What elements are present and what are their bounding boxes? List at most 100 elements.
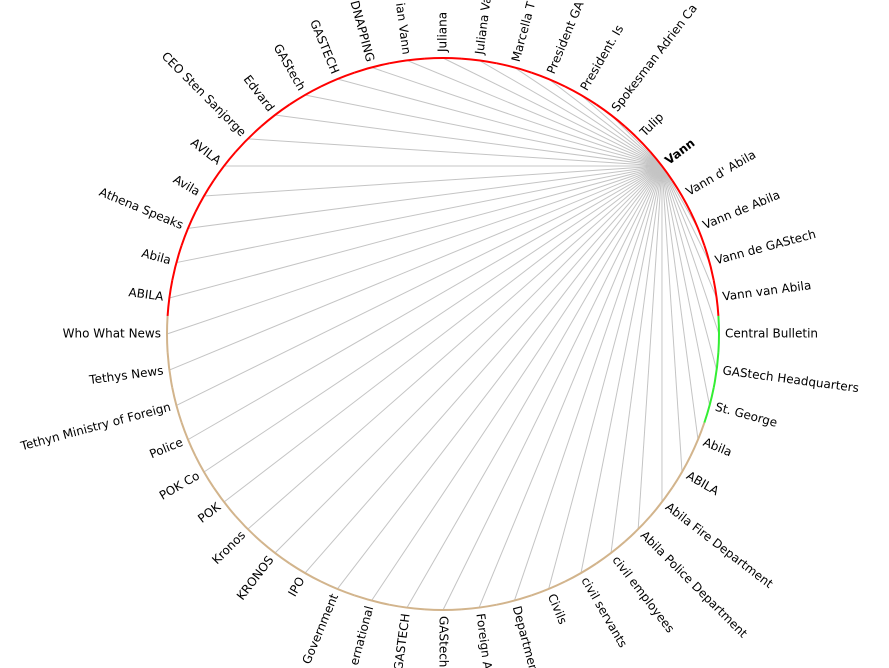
- link-gastech: [337, 78, 663, 167]
- node-label-vann-de-gastech[interactable]: Vann de GAStech: [713, 227, 817, 267]
- node-label-tulip[interactable]: Tulip: [636, 110, 666, 140]
- arc-segment-tethyn-ministry-of-foreign: [171, 387, 183, 424]
- node-label-vann-van-abila[interactable]: Vann van Abila: [722, 278, 812, 304]
- node-label-who-what-news[interactable]: Who What News: [63, 327, 161, 341]
- arc-segment-abila: [671, 455, 692, 488]
- arc-segment-ceo-sten-sanjorge: [234, 125, 262, 153]
- node-label-spokesman-adrien-ca[interactable]: Spokesman Adrien Ca: [609, 1, 700, 114]
- node-label-president-ga[interactable]: President GA: [544, 0, 587, 76]
- link-gastech: [304, 94, 663, 167]
- node-label-gastech[interactable]: GAStech: [437, 616, 451, 667]
- node-label-ernational[interactable]: ernational: [347, 604, 376, 666]
- arc-segment-abila: [166, 279, 174, 317]
- node-label-gastech-headquarters[interactable]: GAStech Headquarters: [722, 363, 860, 395]
- node-label-pok-co[interactable]: POK Co: [157, 469, 202, 503]
- node-label-ian-vann[interactable]: ian Vann: [393, 2, 414, 55]
- arc-segment-abila-fire-department: [649, 486, 674, 517]
- arc-segment-civil-servants: [564, 562, 597, 583]
- arc-segment-ian-vann: [388, 57, 426, 65]
- node-label-civil-servants[interactable]: civil servants: [578, 574, 630, 650]
- node-label-juliana-va[interactable]: Juliana Va: [472, 0, 494, 56]
- arc-segment-ernational: [353, 594, 390, 606]
- node-label-vann[interactable]: Vann: [662, 136, 697, 168]
- node-label-kronos[interactable]: KRONOS: [234, 553, 277, 603]
- node-labels: Juliana Juliana Va Marcella T President GAP…: [18, 0, 860, 668]
- arc-segment-abila-police-department: [624, 515, 652, 543]
- node-label-civils[interactable]: Civils: [545, 592, 570, 627]
- link-athena-speaks: [187, 165, 663, 229]
- link-juliana-va: [478, 59, 663, 167]
- node-label-avila[interactable]: Avila: [171, 172, 203, 198]
- node-label-st-george[interactable]: St. George: [714, 400, 779, 430]
- node-label-edvard[interactable]: Edvard: [241, 72, 278, 114]
- link-kronos: [274, 165, 663, 554]
- node-label-tethyn-ministry-of-foreign[interactable]: Tethyn Ministry of Foreign: [18, 400, 172, 454]
- link-foreign-a: [478, 165, 663, 608]
- node-label-juliana[interactable]: Juliana: [436, 12, 450, 53]
- node-label-kronos[interactable]: Kronos: [209, 528, 248, 567]
- link-abila: [661, 165, 699, 440]
- link-st-george: [661, 165, 711, 406]
- link-edvard: [274, 114, 663, 167]
- node-label-gastech[interactable]: GASTECH: [391, 613, 412, 668]
- arc-segment-foreign-a: [460, 603, 498, 611]
- edge-links: [166, 57, 720, 611]
- node-label-marcella-t[interactable]: Marcella T: [509, 0, 539, 63]
- link-departmen: [513, 165, 663, 601]
- arc-segment-gastech-headquarters: [712, 351, 720, 389]
- node-label-abila[interactable]: ABILA: [684, 469, 722, 499]
- arc-segment-edvard: [260, 103, 291, 128]
- arc-segment-vann: [649, 151, 674, 182]
- node-label-ceo-sten-sanjorge[interactable]: CEO Sten Sanjorge: [159, 49, 249, 139]
- arc-segment-kronos: [234, 515, 262, 543]
- node-label-dnapping[interactable]: DNAPPING: [348, 0, 378, 63]
- arc-segment-vann-de-abila: [689, 211, 706, 246]
- arc-segment-pok-co: [194, 455, 215, 488]
- link-police: [187, 165, 663, 441]
- node-label-abila[interactable]: ABILA: [128, 285, 165, 304]
- arc-segment-st-george: [703, 387, 715, 424]
- link-abila: [661, 165, 683, 473]
- node-label-president-is[interactable]: President. Is: [578, 22, 627, 93]
- link-tethys-news: [169, 165, 663, 371]
- node-label-vann-d-abila[interactable]: Vann d' Abila: [683, 147, 758, 198]
- node-label-abila-police-department[interactable]: Abila Police Department: [638, 528, 751, 641]
- node-label-gastech[interactable]: GASTECH: [307, 18, 342, 76]
- arc-segment-tulip: [624, 125, 652, 153]
- arc-segment-kronos: [260, 540, 291, 565]
- node-label-avila[interactable]: AVILA: [188, 135, 224, 168]
- arc-segment-abila: [689, 422, 706, 457]
- arc-segment-vann-de-gastech: [703, 244, 715, 281]
- arc-segment-gastech: [289, 85, 322, 106]
- link-juliana: [442, 57, 663, 167]
- link-gastech-headquarters: [661, 165, 718, 371]
- node-label-foreign-a[interactable]: Foreign A: [473, 613, 494, 668]
- arc-segment-dnapping: [353, 62, 390, 74]
- node-label-government[interactable]: Government: [300, 591, 342, 666]
- node-label-abila[interactable]: Abila: [701, 435, 734, 459]
- arc-segment-president-is: [564, 85, 597, 106]
- arc-segment-vann-d-abila: [671, 180, 692, 213]
- link-avila: [203, 165, 662, 197]
- link-pok: [223, 165, 663, 503]
- arc-segment-avila: [194, 180, 215, 213]
- arc-segment-spokesman-adrien-ca: [595, 103, 626, 128]
- node-label-departmen[interactable]: Departmen: [510, 604, 541, 668]
- link-gastech: [442, 165, 663, 611]
- node-label-tethys-news[interactable]: Tethys News: [88, 363, 165, 387]
- arc-segment-juliana-va: [460, 57, 498, 65]
- arc-segment-president-ga: [531, 71, 566, 88]
- node-label-police[interactable]: Police: [147, 435, 185, 461]
- arc-segment-avila: [212, 151, 237, 182]
- arc-segment-ipo: [289, 562, 322, 583]
- node-label-ipo[interactable]: IPO: [285, 574, 307, 599]
- node-label-central-bulletin[interactable]: Central Bulletin: [725, 327, 818, 341]
- link-ipo: [304, 165, 663, 574]
- node-label-athena-speaks[interactable]: Athena Speaks: [97, 185, 185, 232]
- node-label-pok[interactable]: POK: [195, 499, 224, 526]
- node-label-gastech[interactable]: GAStech: [271, 41, 309, 93]
- node-label-vann-de-abila[interactable]: Vann de Abila: [701, 188, 782, 232]
- link-government: [336, 165, 663, 590]
- node-label-abila[interactable]: Abila: [140, 246, 172, 267]
- link-vann-de-gastech: [661, 165, 711, 263]
